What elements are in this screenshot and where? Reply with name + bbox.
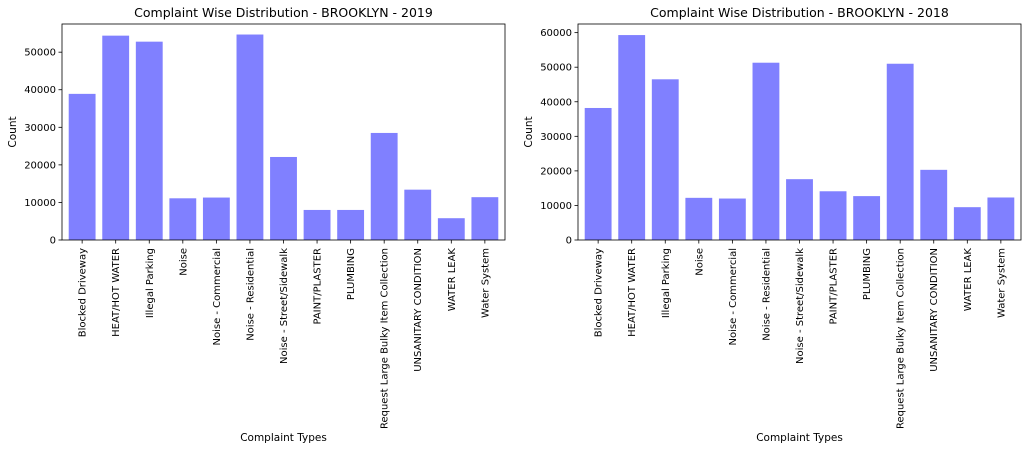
x-tick-label: Blocked Driveway [594,248,605,337]
y-tick-label: 60000 [540,28,572,39]
bar [270,156,297,240]
bar [471,197,499,240]
x-tick-label: Noise - Commercial [728,248,739,346]
bar [685,197,713,240]
x-tick-label: Noise [178,248,189,276]
x-axis-label: Complaint Types [240,432,327,444]
x-tick-label: PLUMBING [346,248,357,300]
x-tick-label: Noise - Commercial [212,248,223,346]
bar [853,196,881,240]
x-tick-label: Noise - Residential [245,248,256,341]
y-tick-label: 20000 [540,166,572,177]
x-tick-label: PAINT/PLASTER [829,248,840,325]
bar [169,198,197,240]
bar [953,207,981,240]
bar [786,179,813,240]
x-tick-label: Noise - Residential [761,248,772,341]
x-tick-label: Request Large Bulky Item Collection [380,248,391,429]
bar [718,198,746,240]
chart-title: Complaint Wise Distribution - BROOKLYN -… [650,5,949,20]
y-tick-label: 0 [566,236,572,247]
bar [370,132,398,240]
x-tick-label: Water System [480,248,491,318]
bar [404,189,432,240]
x-tick-label: Request Large Bulky Item Collection [896,248,907,429]
chart-2018: 0 10000 20000 30000 40000 50000 60000 Blocked D… [523,5,1022,444]
y-tick-label: 40000 [540,97,572,108]
bar [886,63,914,240]
bar [68,93,96,241]
x-tick-label: HEAT/HOT WATER [627,248,638,337]
bar [752,62,780,241]
bar [236,34,264,240]
y-tick-label: 40000 [24,85,56,96]
x-tick-label: Blocked Driveway [78,248,89,337]
bar [303,209,331,240]
x-axis-label: Complaint Types [756,432,843,444]
x-tick-label: Water System [996,248,1007,318]
x-tick-label: HEAT/HOT WATER [111,248,122,337]
bar [987,197,1015,240]
y-tick-label: 10000 [540,201,572,212]
y-tick-label: 50000 [24,48,56,59]
x-tick-label: PAINT/PLASTER [313,248,324,325]
chart-title: Complaint Wise Distribution - BROOKLYN -… [134,5,433,20]
bar [618,35,646,241]
x-tick-label: Noise - Street/Sidewalk [279,248,290,364]
bar [337,209,365,240]
y-tick-label: 20000 [24,160,56,171]
bar [135,41,163,240]
y-axis-label: Count [7,116,19,147]
y-axis-label: Count [523,116,535,147]
x-tick-label: UNSANITARY CONDITION [929,248,940,372]
x-tick-label: WATER LEAK [963,248,974,312]
x-tick-label: UNSANITARY CONDITION [413,248,424,372]
bar [202,197,230,240]
y-tick-label: 30000 [24,123,56,134]
x-tick-label: Illegal Parking [145,248,156,318]
x-tick-label: PLUMBING [862,248,873,300]
chart-2019: 0 10000 20000 30000 40000 50000 Blocked Drivew… [7,5,506,444]
x-tick-label: Noise - Street/Sidewalk [795,248,806,364]
bar [102,35,130,241]
bar [920,169,948,240]
bar [819,191,847,240]
y-tick-label: 0 [50,236,56,247]
bar [584,107,612,240]
bar [437,218,465,240]
y-tick-label: 10000 [24,198,56,209]
x-tick-label: WATER LEAK [447,248,458,312]
x-tick-label: Illegal Parking [661,248,672,318]
y-tick-label: 50000 [540,63,572,74]
y-tick-label: 30000 [540,132,572,143]
x-tick-label: Noise [694,248,705,276]
bar [651,79,679,240]
